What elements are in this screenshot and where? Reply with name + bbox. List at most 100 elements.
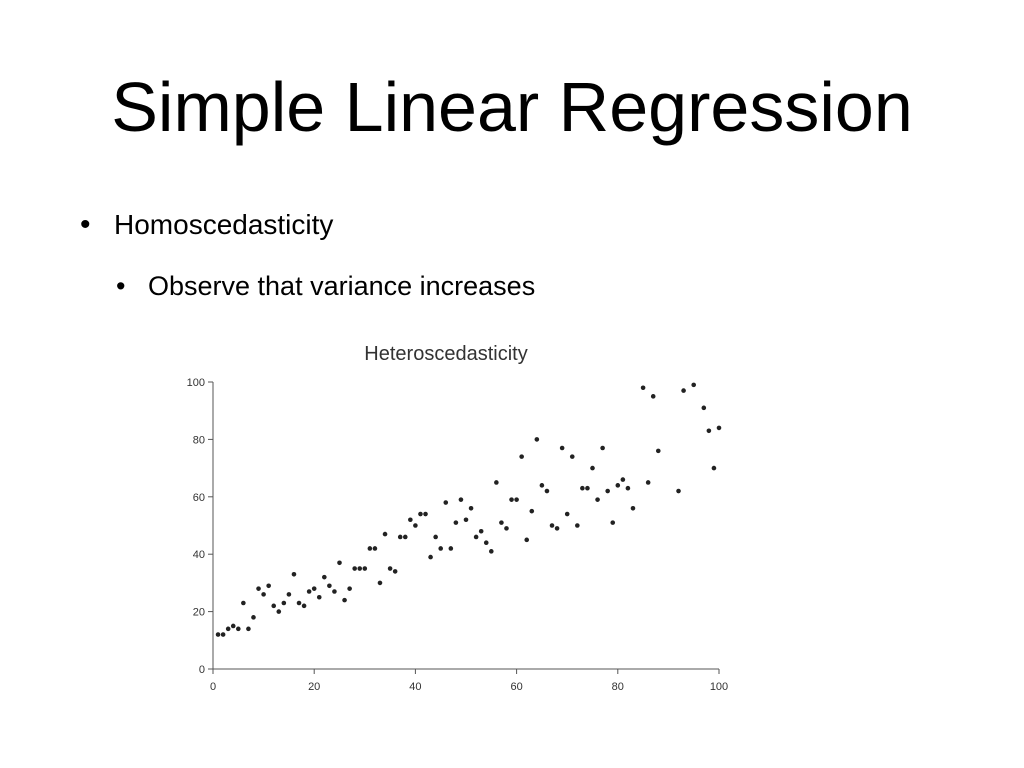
scatter-point xyxy=(271,603,277,609)
scatter-point xyxy=(413,523,418,528)
x-tick-label: 40 xyxy=(409,681,421,693)
scatter-point xyxy=(382,531,388,537)
scatter-point xyxy=(362,566,368,571)
scatter-point xyxy=(367,546,373,551)
scatter-point xyxy=(509,497,514,502)
scatter-point xyxy=(256,586,261,591)
scatter-point xyxy=(615,483,621,488)
x-tick-label: 80 xyxy=(612,681,624,693)
scatter-point xyxy=(514,497,519,502)
bullet-text: Homoscedasticity xyxy=(114,209,334,240)
scatter-point xyxy=(423,511,428,517)
scatter-point xyxy=(630,505,636,511)
y-tick-label: 40 xyxy=(193,549,205,561)
scatter-point xyxy=(676,488,681,494)
bullet-item-level-2: • Observe that variance increases xyxy=(116,271,535,302)
scatter-point xyxy=(610,520,616,525)
scatter-point xyxy=(711,465,717,471)
scatter-point xyxy=(433,534,438,540)
scatter-point xyxy=(438,546,444,551)
slide-title: Simple Linear Regression xyxy=(111,68,913,146)
scatter-point xyxy=(357,566,363,571)
scatter-point xyxy=(691,382,696,388)
scatter-point xyxy=(332,589,337,594)
scatter-point xyxy=(534,437,540,442)
scatter-point xyxy=(539,483,545,488)
scatter-point xyxy=(291,571,297,577)
scatter-point xyxy=(251,615,256,620)
scatter-point xyxy=(494,480,499,485)
y-tick-label: 80 xyxy=(193,434,205,446)
scatter-point xyxy=(620,477,626,482)
scatter-point xyxy=(327,583,332,589)
scatter-point xyxy=(580,485,585,491)
scatter-point xyxy=(605,488,610,494)
scatter-point xyxy=(266,583,271,589)
x-tick-label: 60 xyxy=(510,681,522,693)
scatter-point xyxy=(261,592,266,597)
scatter-point xyxy=(220,632,226,637)
scatter-point xyxy=(241,600,246,606)
scatter-point xyxy=(246,626,251,632)
scatter-point xyxy=(549,523,555,528)
scatter-point xyxy=(392,569,398,574)
scatter-point xyxy=(458,497,464,502)
scatter-point xyxy=(408,517,413,523)
scatter-point xyxy=(478,528,484,534)
scatter-point xyxy=(701,405,707,411)
bullet-dot-icon: • xyxy=(80,208,91,241)
scatter-point xyxy=(236,626,241,632)
scatter-point xyxy=(352,566,357,571)
bullet-text: Observe that variance increases xyxy=(148,271,536,301)
scatter-point xyxy=(402,534,408,540)
scatter-point xyxy=(625,485,631,491)
scatter-point xyxy=(215,632,221,637)
scatter-point xyxy=(575,523,580,528)
scatter-point xyxy=(397,534,403,540)
scatter-point xyxy=(448,546,454,551)
scatter-point xyxy=(559,445,565,451)
scatter-point xyxy=(595,497,600,502)
scatter-point xyxy=(524,537,530,543)
bullet-item-level-1: • Homoscedasticity xyxy=(80,208,333,242)
bullet-dot-icon: • xyxy=(116,271,126,301)
scatter-point xyxy=(453,520,459,525)
scatter-point xyxy=(585,485,590,491)
scatter-point xyxy=(716,425,722,431)
scatter-point xyxy=(645,480,651,485)
scatter-point xyxy=(499,520,504,525)
scatter-point xyxy=(387,566,393,571)
scatter-point xyxy=(418,511,423,517)
scatter-point xyxy=(281,600,287,606)
scatter-point xyxy=(519,454,524,459)
scatter-point xyxy=(443,500,449,505)
y-tick-label: 0 xyxy=(199,664,205,676)
scatter-point xyxy=(225,626,231,632)
chart-axes: 0 20 40 60 80 100 0 20 40 60 80 100 xyxy=(187,377,729,693)
y-tick-label: 20 xyxy=(193,607,205,619)
scatter-point xyxy=(655,448,661,454)
scatter-point xyxy=(569,454,575,459)
scatter-point xyxy=(347,586,352,591)
scatter-point xyxy=(322,574,327,580)
scatter-point xyxy=(473,534,479,540)
y-tick-label: 60 xyxy=(193,492,205,504)
scatter-point xyxy=(640,385,646,391)
scatter-point xyxy=(286,592,292,597)
scatter-point xyxy=(230,623,236,629)
chart-points xyxy=(215,382,722,637)
scatter-point xyxy=(529,508,535,514)
scatter-point xyxy=(681,388,686,393)
scatter-point xyxy=(311,586,317,591)
scatter-point xyxy=(342,597,347,603)
scatter-point xyxy=(463,517,469,523)
scatter-point xyxy=(316,594,322,600)
y-tick-label: 100 xyxy=(187,377,205,389)
x-tick-label: 0 xyxy=(210,681,216,693)
scatter-point xyxy=(650,394,656,399)
scatter-point xyxy=(590,465,595,471)
scatter-point xyxy=(428,554,433,560)
scatter-point xyxy=(337,560,342,566)
scatter-point xyxy=(544,488,550,494)
scatter-point xyxy=(554,526,560,531)
